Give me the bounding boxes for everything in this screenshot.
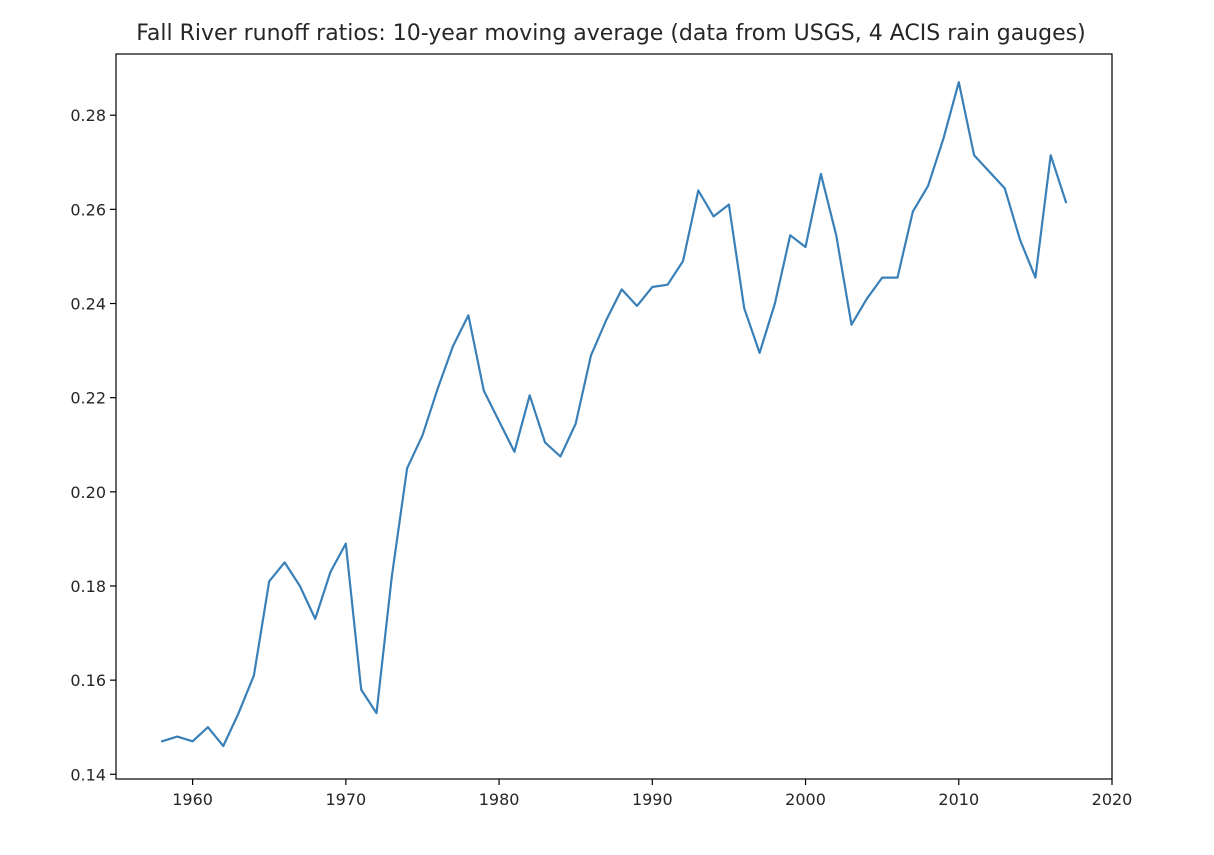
x-tick-label: 1970 bbox=[325, 790, 366, 809]
x-tick-label: 1990 bbox=[632, 790, 673, 809]
y-tick-label: 0.18 bbox=[70, 577, 106, 596]
y-tick-label: 0.24 bbox=[70, 295, 106, 314]
x-tick-label: 2000 bbox=[785, 790, 826, 809]
x-tick-label: 1960 bbox=[172, 790, 213, 809]
chart-title: Fall River runoff ratios: 10-year moving… bbox=[136, 21, 1085, 46]
x-tick-label: 2020 bbox=[1092, 790, 1133, 809]
x-tick-label: 1980 bbox=[479, 790, 520, 809]
axes-frame bbox=[115, 53, 1113, 780]
plot-area: 1960 1970 1980 1990 2000 2010 2020 0.14 0.16 0.18… bbox=[70, 53, 1133, 809]
series-line bbox=[160, 81, 1068, 748]
x-tick-label: 2010 bbox=[938, 790, 979, 809]
y-tick-label: 0.28 bbox=[70, 106, 106, 125]
y-tick-label: 0.16 bbox=[70, 671, 106, 690]
y-tick-label: 0.26 bbox=[70, 200, 106, 219]
y-tick-label: 0.20 bbox=[70, 483, 106, 502]
y-tick-label: 0.22 bbox=[70, 389, 106, 408]
y-tick-label: 0.14 bbox=[70, 765, 106, 784]
